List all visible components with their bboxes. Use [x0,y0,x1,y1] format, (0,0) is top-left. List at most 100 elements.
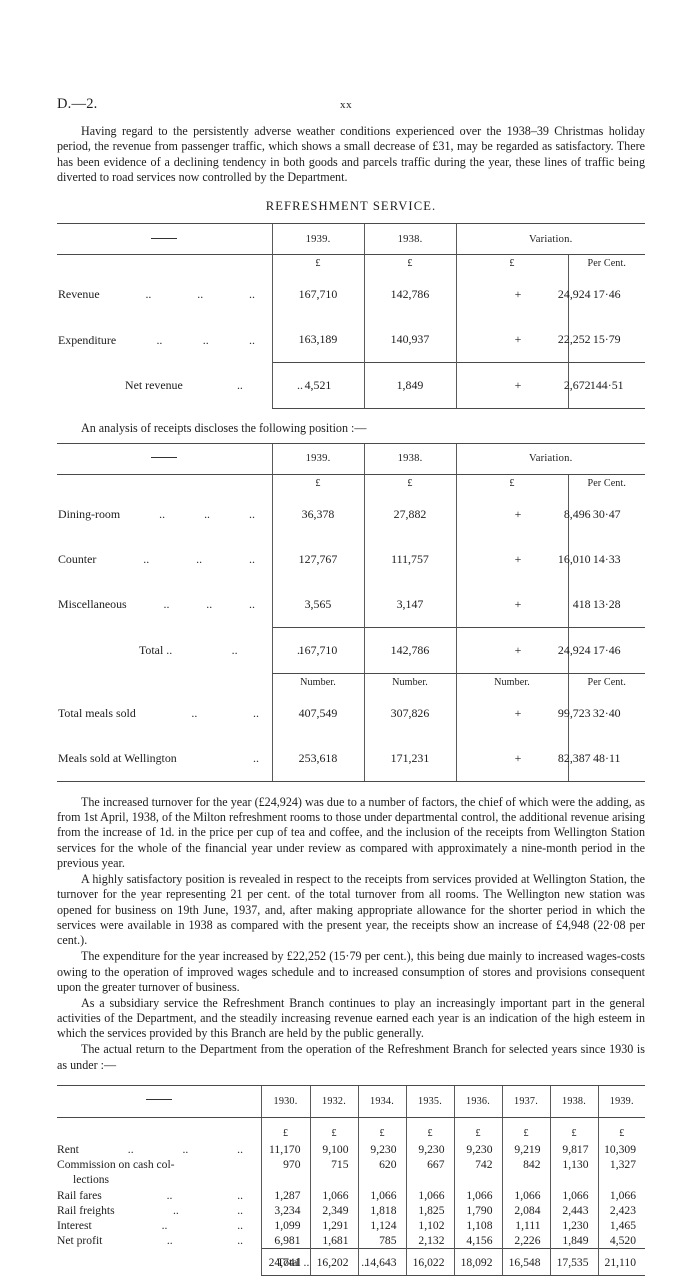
row-label-commission-cash-collections: Commission on cash col- lections [57,1157,261,1187]
leader-dots: .. [156,332,163,347]
cell-percent: 17·46 [567,626,646,674]
row-label-text: Total meals sold [58,705,136,720]
cell-1935: 9,230 [405,1141,454,1158]
spacer-cell [260,1172,310,1188]
paragraph-intro: Having regard to the persistently advers… [57,124,645,185]
row-label-revenue: Revenue .. .. .. [57,272,272,317]
table-row: Total meals sold .. .. 407,549 307,826 +… [57,690,646,736]
unit-number-variation: Number. [455,673,568,691]
leader-dots: .. [236,378,243,393]
cell-1937: 1,066 [501,1187,550,1203]
unit-pound: £ [309,1117,358,1142]
cell-1935: 667 [405,1157,454,1173]
cell-variation: +24,924 [455,272,591,318]
cell-1934: 620 [357,1157,406,1173]
header-1938: 1938. [363,442,456,475]
variation-sign: + [514,642,522,657]
cell-1939: 4,521 [271,362,364,410]
leader-dots: .. [204,506,211,521]
cell-1936: 742 [453,1157,502,1173]
cell-1939: 4,520 [597,1233,645,1249]
cell-percent: 48·11 [567,735,646,782]
variation-sign: + [514,506,522,521]
row-label-dining-room: Dining-room .. .. .. [57,492,272,537]
page-content: D.—2. xx Having regard to the persistent… [57,96,646,1276]
leader-dots: .. [143,551,150,566]
cell-1939: 10,309 [597,1141,645,1158]
cell-1932: 1,681 [309,1233,358,1249]
header-year-1938: 1938. [549,1084,598,1118]
table-row: Interest .. .. 1,099 1,291 1,124 1,102 1… [57,1217,645,1234]
row-label-expenditure: Expenditure .. .. .. [57,317,272,363]
cell-1939: 36,378 [271,491,364,537]
cell-1939: 1,465 [597,1217,645,1234]
unit-variation-percent: Per Cent. [567,474,646,492]
cell-1938: 171,231 [363,735,456,782]
row-label-interest: Interest .. .. [57,1218,261,1233]
row-label-text: Expenditure [58,332,117,347]
leader-dots: .. [231,642,238,657]
cell-1938: 1,849 [363,362,456,410]
row-label-net-revenue: Net revenue .. .. [57,363,303,409]
cell-1930: 3,234 [260,1202,310,1218]
cell-1937: 842 [501,1157,550,1173]
cell-1939: 253,618 [271,735,364,782]
cell-1937: 2,226 [501,1233,550,1249]
table-row-total: Total .. .. .. 167,710 142,786 +24,924 1… [57,626,646,674]
cell-1935: 1,066 [405,1187,454,1203]
row-label-total: Total .. .. [57,1249,367,1276]
row-label-net-profit: Net profit .. .. [57,1233,261,1249]
leader-dots: .. [191,705,198,720]
paragraph-expenditure: The expenditure for the year increased b… [57,949,645,994]
table-selected-years: 1930. 1932. 1934. 1935. 1936. 1937. 1938… [57,1084,645,1276]
leader-dots: .. [237,1203,243,1217]
cell-1939: 407,549 [271,690,364,736]
cell-1934: 14,643 [357,1248,406,1276]
cell-1939: 167,710 [271,626,364,674]
spacer-cell [453,1172,502,1188]
spacer-cell [597,1172,645,1188]
unit-number-1938: Number. [363,673,456,691]
cell-1932: 9,100 [309,1141,358,1158]
unit-pound: £ [549,1117,598,1142]
cell-1938: 111,757 [363,536,456,582]
variation-sign: + [514,332,522,347]
paragraph-actual-return: The actual return to the Department from… [57,1042,645,1072]
row-label-counter: Counter .. .. .. [57,537,272,582]
leader-dots: .. [196,551,203,566]
cell-1932: 1,066 [309,1187,358,1203]
cell-1936: 18,092 [453,1248,502,1276]
cell-1938: 27,882 [363,491,456,537]
table-row-header: 1939. 1938. Variation. [57,223,646,256]
row-label-text-line1: Commission on cash col- [57,1158,175,1172]
cell-1936: 4,156 [453,1233,502,1249]
cell-1932: 2,349 [309,1202,358,1218]
cell-1939: 127,767 [271,536,364,582]
cell-1932: 1,291 [309,1217,358,1234]
table-row-units: £ £ £ Per Cent. [57,474,646,492]
cell-1938: 142,786 [363,626,456,674]
row-label-rail-fares: Rail fares .. .. [57,1188,261,1203]
unit-variation-pound: £ [455,474,568,492]
cell-1937: 9,219 [501,1141,550,1158]
spacer-cell [309,1172,358,1188]
unit-1938: £ [363,254,456,273]
leader-dots: .. [237,1218,243,1232]
table-row: Revenue .. .. .. 167,710 142,786 +24,924… [57,272,646,318]
cell-1938: 142,786 [363,272,456,318]
cell-1930: 1,287 [260,1187,310,1203]
cell-1935: 16,022 [405,1248,454,1276]
row-label-text: Revenue [58,287,100,302]
leader-dots: .. [159,506,166,521]
header-stub [57,1084,261,1118]
cell-1932: 715 [309,1157,358,1173]
table-row: Miscellaneous .. .. .. 3,565 3,147 +418 … [57,581,646,628]
table-row-header: 1930. 1932. 1934. 1935. 1936. 1937. 1938… [57,1084,645,1118]
cell-1938: 1,230 [549,1217,598,1234]
variation-value: 82,387 [557,750,591,765]
table-row: Meals sold at Wellington .. 253,618 171,… [57,735,646,782]
table-row-total: Total .. .. 24,741 16,202 14,643 16,022 … [57,1248,645,1276]
table-row-units: £ £ £ Per Cent. [57,254,646,273]
header-year-1935: 1935. [405,1084,454,1118]
leader-dots: .. [237,1143,243,1156]
